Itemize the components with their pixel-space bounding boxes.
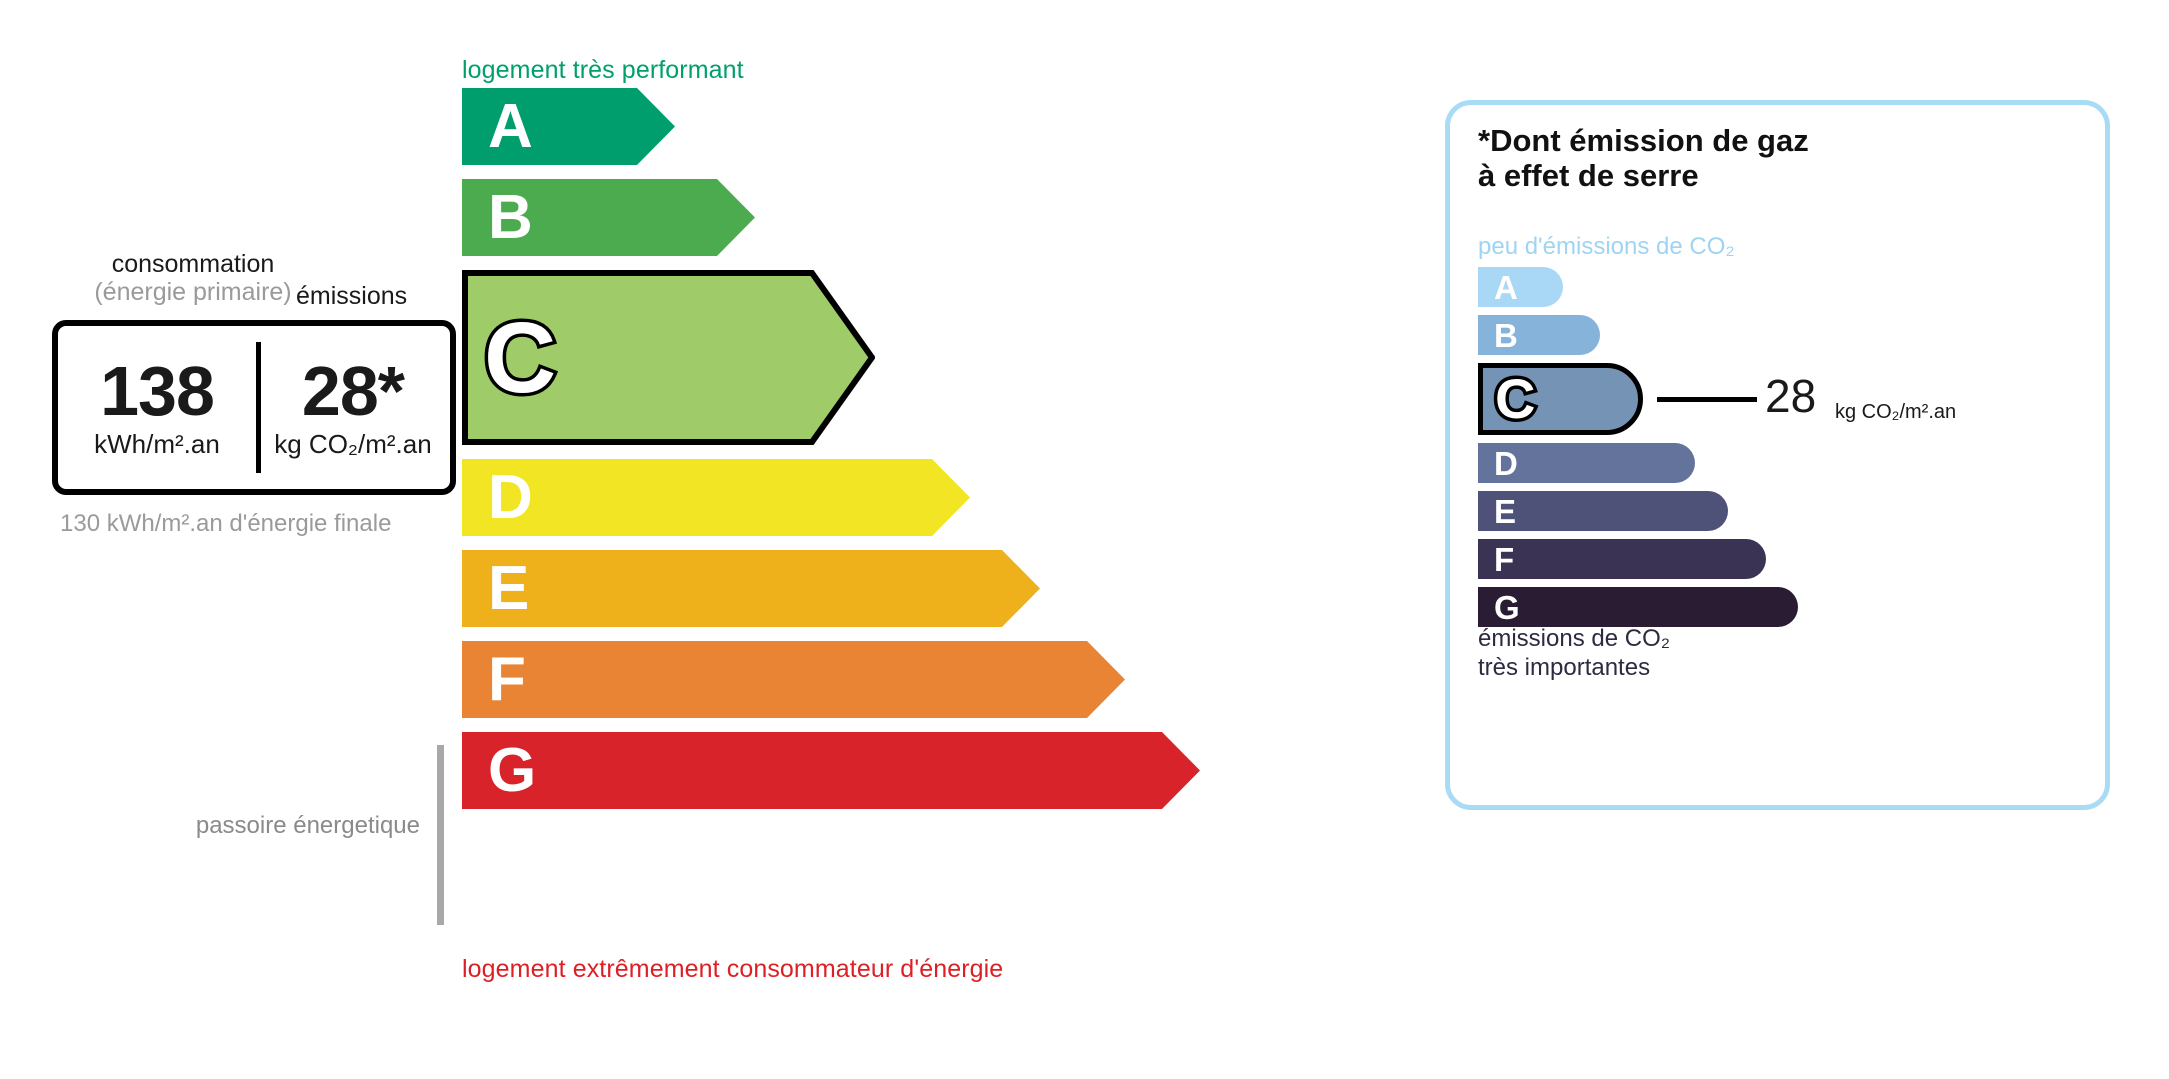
co2-letter-e: E: [1494, 492, 1517, 530]
grade-arrow-f: F: [462, 641, 1125, 718]
co2-bar-g: G: [1478, 587, 1798, 627]
co2-panel-title: *Dont émission de gaz à effet de serre: [1478, 123, 1809, 194]
co2-letter-f: F: [1494, 540, 1515, 578]
dpe-energy-scale: logement très performant consommation (é…: [52, 56, 1200, 983]
grade-arrow-shape-g: [462, 732, 1200, 809]
grade-letter-f: F: [488, 644, 526, 714]
passoire-bracket: [437, 745, 444, 925]
co2-bar-a: A: [1478, 267, 1563, 307]
grade-arrow-shape-c: [462, 270, 875, 445]
value-box: 138 kWh/m².an 28* kg CO₂/m².an: [52, 320, 456, 495]
grade-arrow-shape-f: [462, 641, 1125, 718]
grade-letter-g: G: [488, 735, 537, 805]
co2-letter-a: A: [1494, 268, 1518, 306]
emissions-label: émissions: [296, 282, 408, 310]
emissions-value: 28*: [301, 351, 405, 430]
co2-top-caption: peu d'émissions de CO₂: [1478, 233, 1735, 260]
co2-leader-line: [1657, 397, 1757, 402]
grade-arrow-a: A: [462, 88, 675, 165]
grade-arrow-shape-a: [462, 88, 675, 165]
co2-bar-d: D: [1478, 443, 1695, 483]
emissions-value-cell: 28* kg CO₂/m².an: [256, 326, 450, 489]
co2-bar-c: C: [1478, 363, 1643, 435]
grade-letter-d: D: [488, 462, 533, 532]
consumption-label-main: consommation: [111, 250, 275, 278]
grade-arrow-g: G: [462, 732, 1200, 809]
co2-bottom-caption: émissions de CO₂ très importantes: [1478, 625, 1671, 681]
grade-arrow-b: B: [462, 179, 755, 256]
final-energy-note: 130 kWh/m².an d'énergie finale: [60, 510, 392, 537]
co2-callout-value: 28: [1765, 370, 1817, 422]
co2-panel: *Dont émission de gaz à effet de serre p…: [1445, 100, 2110, 810]
grade-arrow-shape-b: [462, 179, 755, 256]
co2-bar-e: E: [1478, 491, 1728, 531]
scale-top-caption: logement très performant: [462, 56, 744, 84]
passoire-note: passoire énergetique: [195, 812, 420, 839]
consumption-label-sub: (énergie primaire): [94, 278, 292, 306]
co2-bar-f: F: [1478, 539, 1766, 579]
grade-arrow-e: E: [462, 550, 1040, 627]
grade-letter-b: B: [488, 182, 533, 252]
grade-letter-c: C: [480, 301, 559, 414]
co2-letter-c: C: [1491, 367, 1539, 430]
co2-bar-b: B: [1478, 315, 1600, 355]
grade-arrow-shape-d: [462, 459, 970, 536]
emissions-unit: kg CO₂/m².an: [274, 428, 432, 459]
co2-letter-b: B: [1494, 316, 1518, 354]
consumption-unit: kWh/m².an: [94, 428, 220, 459]
grade-letter-e: E: [488, 553, 530, 623]
grade-arrow-c: C: [462, 270, 875, 445]
scale-bottom-caption: logement extrêmement consommateur d'éner…: [462, 955, 1004, 983]
consumption-value-cell: 138 kWh/m².an: [58, 326, 256, 489]
value-box-divider: [255, 342, 261, 473]
co2-letter-d: D: [1494, 444, 1518, 482]
consumption-value: 138: [100, 351, 215, 430]
grade-arrow-d: D: [462, 459, 970, 536]
grade-arrow-shape-e: [462, 550, 1040, 627]
co2-letter-g: G: [1494, 588, 1520, 626]
grade-letter-a: A: [488, 91, 533, 161]
consumption-label: consommation (énergie primaire): [68, 250, 318, 306]
co2-callout-unit: kg CO₂/m².an: [1835, 401, 1957, 423]
